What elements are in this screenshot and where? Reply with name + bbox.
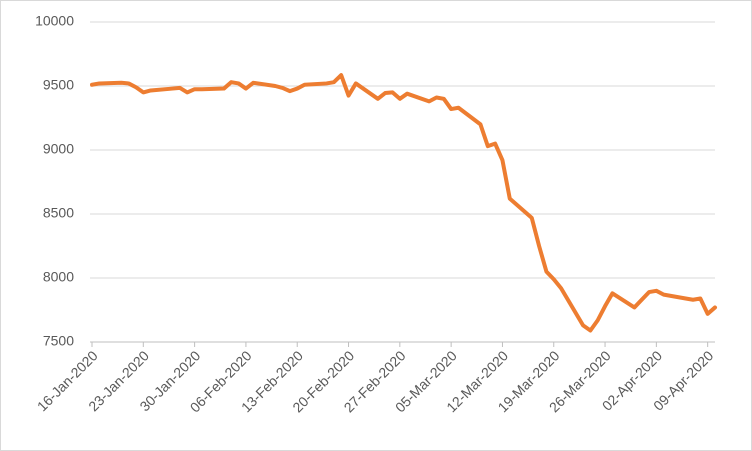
y-tick-label: 10000 bbox=[35, 13, 74, 29]
y-tick-label: 8000 bbox=[43, 269, 74, 285]
line-series bbox=[90, 73, 717, 333]
y-tick-label: 7500 bbox=[43, 333, 74, 349]
y-tick-label: 9500 bbox=[43, 77, 74, 93]
y-tick-label: 8500 bbox=[43, 205, 74, 221]
y-tick-label: 9000 bbox=[43, 141, 74, 157]
